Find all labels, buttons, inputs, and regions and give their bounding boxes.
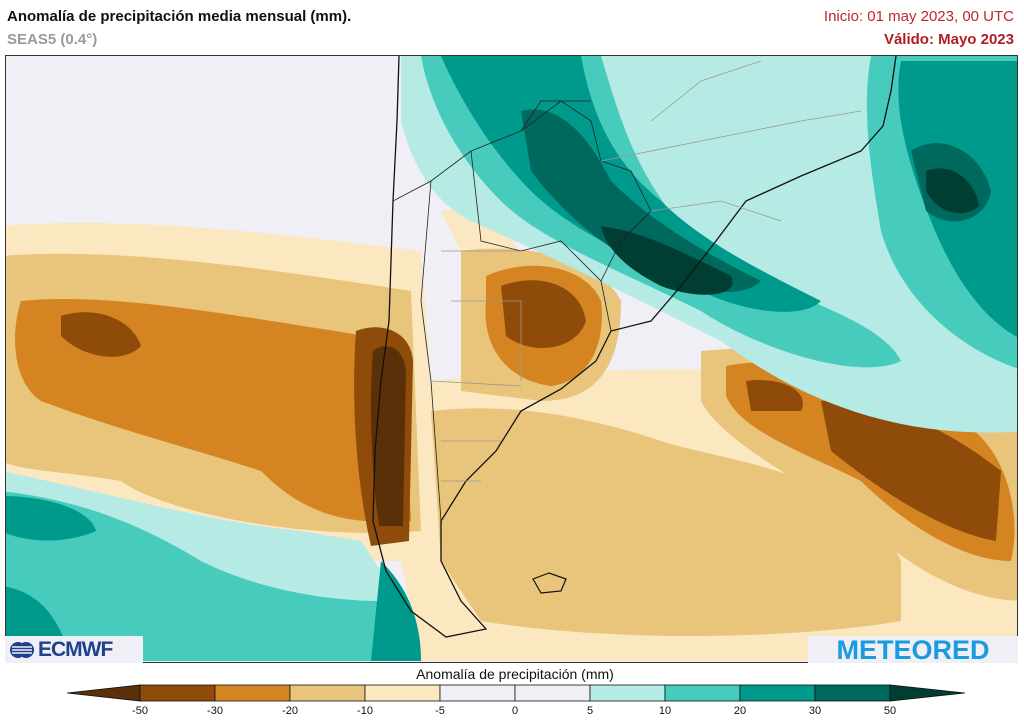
colorbar-tick-label: 30 [808,705,822,717]
colorbar-bin [364,684,441,702]
colorbar-tick-label: 5 [586,705,594,717]
valid-date: Válido: Mayo 2023 [883,31,1014,48]
colorbar-tick-label: 50 [883,705,897,717]
field-darkteal-ne [441,56,1017,337]
init-date: Inicio: 01 may 2023, 00 UTC [823,8,1014,25]
colorbar-under-arrow [66,684,141,702]
colorbar-bin [139,684,216,702]
colorbar-bin [589,684,666,702]
colorbar-tick-label: 0 [511,705,519,717]
colorbar-tick-label: 20 [733,705,747,717]
country-borders [392,100,652,522]
colorbar-bin [814,684,891,702]
colorbar-tick-label: -20 [282,705,298,717]
coastline [372,56,897,638]
field-teal-sw [6,491,421,661]
map-title: Anomalía de precipitación media mensual … [7,8,352,25]
colorbar-tick-label: -50 [132,705,148,717]
falkland-islands [532,572,567,594]
colorbar-bin [214,684,291,702]
meteored-logo: METEORED [808,636,1018,664]
ecmwf-logo: ECMWF [5,636,143,663]
colorbar-bin [664,684,741,702]
field-darkbrown [61,280,1001,546]
colorbar-tick-label: 10 [658,705,672,717]
model-subtitle: SEAS5 (0.4°) [7,31,98,48]
ecmwf-logo-text: ECMWF [38,637,113,661]
colorbar-bin [514,684,591,702]
map-field [6,56,1017,661]
colorbar [66,684,966,702]
colorbar-tick-label: -30 [207,705,223,717]
colorbar-tick-label: -5 [435,705,445,717]
colorbar-title: Anomalía de precipitación (mm) [416,666,614,682]
field-tan-atlantic [431,408,901,636]
precipitation-anomaly-map [5,55,1018,663]
field-darkest-ne [601,168,979,295]
ecmwf-emblem-icon [10,641,34,658]
province-borders [430,60,862,482]
colorbar-bin [739,684,816,702]
colorbar-bin [439,684,516,702]
colorbar-tick-label: -10 [357,705,373,717]
colorbar-bin [289,684,366,702]
colorbar-over-arrow [889,684,966,702]
